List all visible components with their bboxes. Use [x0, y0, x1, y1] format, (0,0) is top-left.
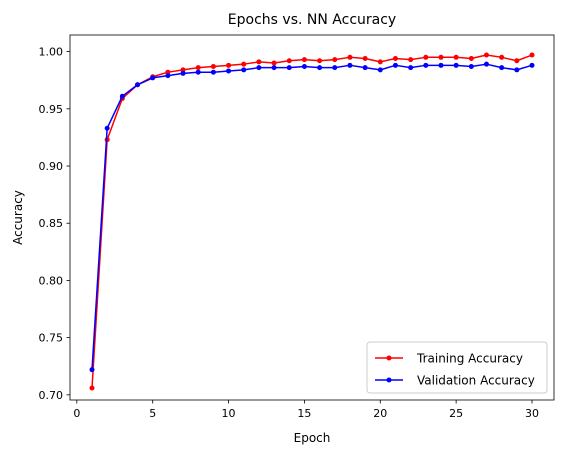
validation-accuracy-point	[150, 75, 156, 81]
validation-accuracy-point	[377, 67, 383, 73]
y-tick-label: 0.90	[39, 160, 64, 173]
training-accuracy-point	[180, 67, 186, 73]
validation-accuracy-point	[195, 69, 201, 75]
validation-accuracy-point	[408, 65, 414, 71]
legend-training-marker	[386, 355, 392, 361]
training-accuracy-point	[514, 58, 520, 64]
validation-accuracy-point	[104, 125, 110, 131]
x-tick-label: 30	[525, 407, 539, 420]
validation-accuracy-point	[301, 63, 307, 69]
validation-accuracy-point	[226, 68, 232, 74]
validation-accuracy-point	[392, 62, 398, 68]
training-accuracy-point	[195, 65, 201, 71]
training-accuracy-point	[468, 55, 474, 61]
y-tick-label: 0.80	[39, 274, 64, 287]
validation-accuracy-point	[347, 62, 353, 68]
validation-accuracy-point	[241, 67, 247, 73]
training-accuracy-point	[271, 60, 277, 66]
y-tick-label: 0.70	[39, 389, 64, 402]
training-accuracy-point	[301, 57, 307, 63]
x-tick-label: 0	[73, 407, 80, 420]
training-accuracy-point	[499, 54, 505, 60]
training-accuracy-point	[286, 58, 292, 64]
training-accuracy-point	[256, 59, 262, 65]
chart-title: Epochs vs. NN Accuracy	[228, 12, 396, 28]
validation-accuracy-point	[483, 61, 489, 67]
training-accuracy-point	[438, 54, 444, 60]
y-tick-label: 0.85	[39, 217, 64, 230]
legend-validation-marker	[386, 377, 392, 383]
axis-layer: 0 5 10 15 20 25 30 0.70 0.75 0.80 0.85 0.90 0.95 1.00	[39, 46, 540, 420]
legend-validation-label: Validation Accuracy	[417, 374, 535, 388]
validation-accuracy-point	[453, 62, 459, 68]
validation-accuracy-point	[180, 70, 186, 76]
validation-accuracy-point	[438, 62, 444, 68]
training-accuracy-point	[377, 59, 383, 65]
training-accuracy-series	[89, 52, 535, 391]
plot-frame	[69, 34, 555, 401]
training-accuracy-point	[241, 61, 247, 67]
training-accuracy-point	[408, 57, 414, 63]
x-tick-label: 10	[222, 407, 236, 420]
validation-accuracy-point	[119, 93, 125, 99]
validation-accuracy-point	[256, 65, 262, 71]
validation-accuracy-point	[332, 65, 338, 71]
training-accuracy-point	[453, 54, 459, 60]
validation-accuracy-point	[271, 65, 277, 71]
validation-accuracy-point	[468, 63, 474, 69]
training-accuracy-point	[392, 55, 398, 61]
validation-accuracy-point	[165, 73, 171, 79]
legend: Training Accuracy Validation Accuracy	[366, 341, 548, 394]
validation-accuracy-series	[89, 61, 535, 373]
validation-accuracy-point	[89, 367, 95, 373]
training-accuracy-line	[91, 54, 533, 389]
x-tick-label: 5	[149, 407, 156, 420]
validation-accuracy-point	[135, 82, 141, 88]
validation-accuracy-line	[91, 63, 533, 370]
y-tick-label: 0.95	[39, 103, 64, 116]
x-axis-label: Epoch	[294, 431, 331, 445]
training-accuracy-point	[165, 69, 171, 75]
training-accuracy-point	[89, 385, 95, 391]
y-tick-label: 1.00	[39, 46, 64, 59]
validation-accuracy-point	[423, 62, 429, 68]
plot-area	[70, 35, 554, 400]
legend-training-label: Training Accuracy	[416, 352, 523, 366]
training-accuracy-point	[210, 63, 216, 69]
validation-accuracy-point	[499, 65, 505, 71]
training-accuracy-point	[226, 62, 232, 68]
validation-accuracy-point	[514, 67, 520, 73]
validation-accuracy-point	[210, 69, 216, 75]
validation-accuracy-point	[362, 65, 368, 71]
training-accuracy-point	[529, 52, 535, 58]
x-tick-label: 20	[373, 407, 387, 420]
training-accuracy-point	[317, 58, 323, 64]
training-accuracy-point	[362, 55, 368, 61]
y-axis-label: Accuracy	[11, 190, 25, 245]
y-tick-label: 0.75	[39, 332, 64, 345]
training-accuracy-point	[347, 54, 353, 60]
training-accuracy-point	[423, 54, 429, 60]
validation-accuracy-point	[317, 65, 323, 71]
legend-box	[366, 341, 548, 394]
series-layer	[89, 52, 535, 391]
training-accuracy-point	[332, 57, 338, 63]
validation-accuracy-point	[529, 62, 535, 68]
validation-accuracy-point	[286, 65, 292, 71]
training-accuracy-point	[483, 52, 489, 58]
x-tick-label: 15	[297, 407, 311, 420]
x-tick-label: 25	[449, 407, 463, 420]
